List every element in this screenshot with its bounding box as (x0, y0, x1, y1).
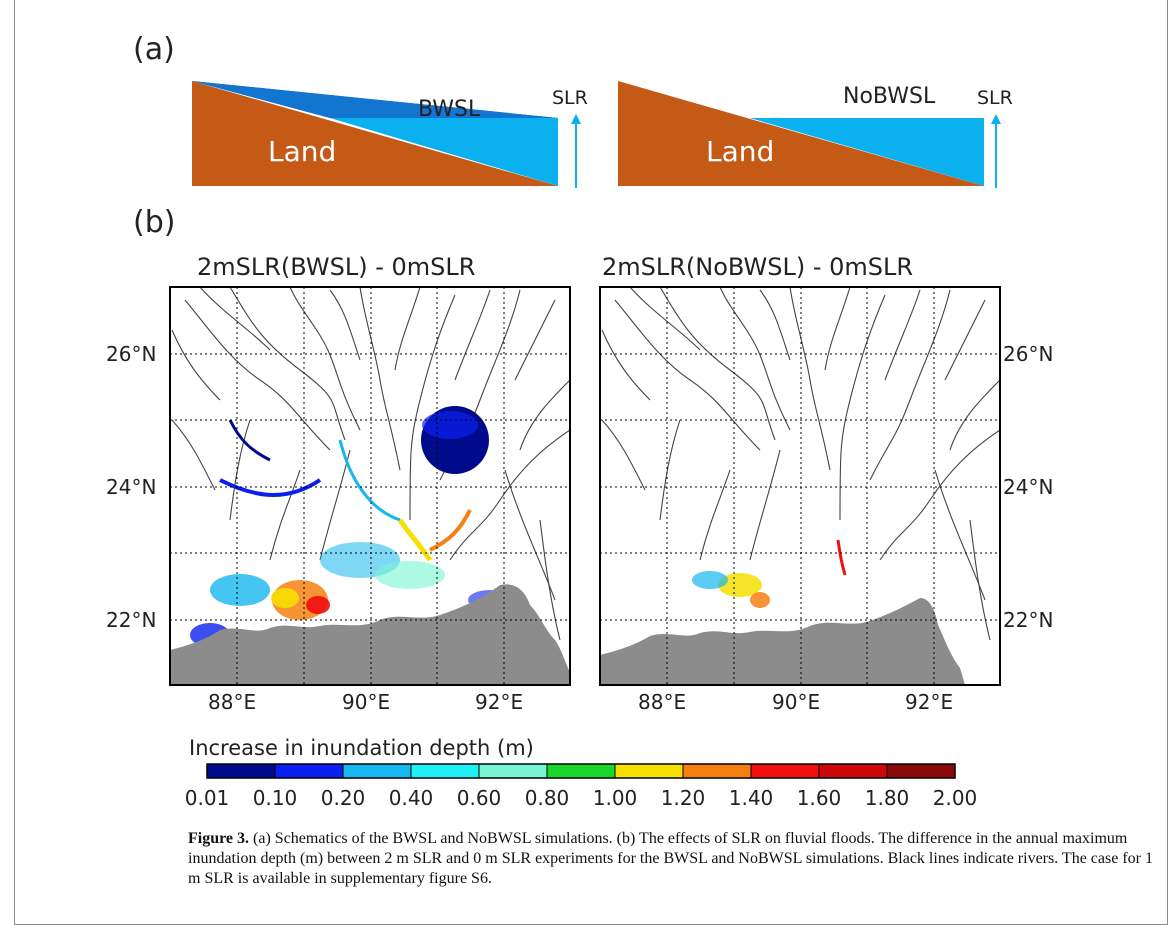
colorbar-segment (615, 764, 684, 778)
lon-label-88e-right: 88°E (638, 690, 687, 714)
schematic-left-land-label: Land (268, 135, 337, 168)
panel-b-label: (b) (133, 205, 176, 240)
colorbar-segment (547, 764, 616, 778)
schematic-land-right (618, 81, 984, 186)
ocean-right (600, 598, 965, 685)
lon-label-88e-left: 88°E (208, 690, 257, 714)
colorbar-border (206, 763, 956, 779)
colorbar-tick-label: 1.40 (728, 786, 774, 810)
map-left (170, 287, 570, 685)
colorbar-tick-label: 1.00 (592, 786, 638, 810)
schematic-land-left (192, 81, 558, 186)
colorbar (206, 763, 956, 779)
panel-a-label: (a) (133, 32, 175, 67)
lat-label-26n-right: 26°N (1003, 342, 1054, 366)
map-left-title: 2mSLR(BWSL) - 0mSLR (197, 253, 476, 281)
map-right-title: 2mSLR(NoBWSL) - 0mSLR (602, 253, 914, 281)
colorbar-tick-label: 2.00 (932, 786, 978, 810)
caption-label: Figure 3. (188, 830, 250, 847)
colorbar-segment (751, 764, 820, 778)
gridlines-right (600, 287, 1000, 685)
map-right-border (599, 286, 1001, 686)
rivers-right (601, 287, 1000, 641)
schematic-right-slr-label: SLR (977, 87, 1013, 109)
schematic-right-sea-label: NoBWSL (843, 84, 936, 109)
gridlines-left (170, 287, 570, 685)
colorbar-tick-label: 1.60 (796, 786, 842, 810)
schematic-sea-mid-left (192, 81, 558, 118)
colorbar-tick-label: 0.80 (524, 786, 570, 810)
inundation-right (692, 539, 847, 608)
colorbar-tick-label: 0.20 (320, 786, 366, 810)
slr-arrowhead-left (571, 114, 581, 124)
colorbar-tick-label: 1.20 (660, 786, 706, 810)
colorbar-tick-label: 0.60 (456, 786, 502, 810)
lat-label-26n-left: 26°N (106, 342, 157, 366)
colorbar-segment (411, 764, 480, 778)
colorbar-segment (275, 764, 344, 778)
colorbar-title: Increase in inundation depth (m) (189, 736, 534, 760)
schematic-left-sea-label: BWSL (418, 97, 481, 122)
lon-label-90e-right: 90°E (772, 690, 821, 714)
lon-label-90e-left: 90°E (342, 690, 391, 714)
lat-label-24n-right: 24°N (1003, 475, 1054, 499)
figure-caption: Figure 3. (a) Schematics of the BWSL and… (188, 829, 1153, 889)
colorbar-tick-label: 0.40 (388, 786, 434, 810)
colorbar-segment (343, 764, 412, 778)
colorbar-tick-label: 0.01 (184, 786, 230, 810)
schematic-bwsl (192, 81, 581, 188)
schematic-sea-light-right (750, 118, 984, 186)
caption-text: (a) Schematics of the BWSL and NoBWSL si… (188, 830, 1153, 887)
schematic-nobwsl (618, 81, 1001, 188)
colorbar-tick-label: 1.80 (864, 786, 910, 810)
ocean-left (170, 584, 570, 685)
schematic-left-slr-label: SLR (552, 87, 588, 109)
lon-label-92e-right: 92°E (905, 690, 954, 714)
lat-label-22n-right: 22°N (1003, 608, 1054, 632)
lon-label-92e-left: 92°E (475, 690, 524, 714)
figure-graphics (169, 81, 1001, 779)
map-left-border (169, 286, 571, 686)
colorbar-segment (479, 764, 548, 778)
map-right (600, 287, 1000, 685)
colorbar-segment (887, 764, 956, 778)
lat-label-24n-left: 24°N (106, 475, 157, 499)
colorbar-segment (819, 764, 888, 778)
colorbar-segment (207, 764, 276, 778)
colorbar-tick-label: 0.10 (252, 786, 298, 810)
lat-label-22n-left: 22°N (106, 608, 157, 632)
slr-arrowhead-right (991, 114, 1001, 124)
colorbar-segment (683, 764, 752, 778)
schematic-right-land-label: Land (706, 135, 775, 168)
schematic-sea-light-left (330, 118, 558, 186)
rivers-left (171, 287, 570, 641)
inundation-left (190, 406, 512, 647)
